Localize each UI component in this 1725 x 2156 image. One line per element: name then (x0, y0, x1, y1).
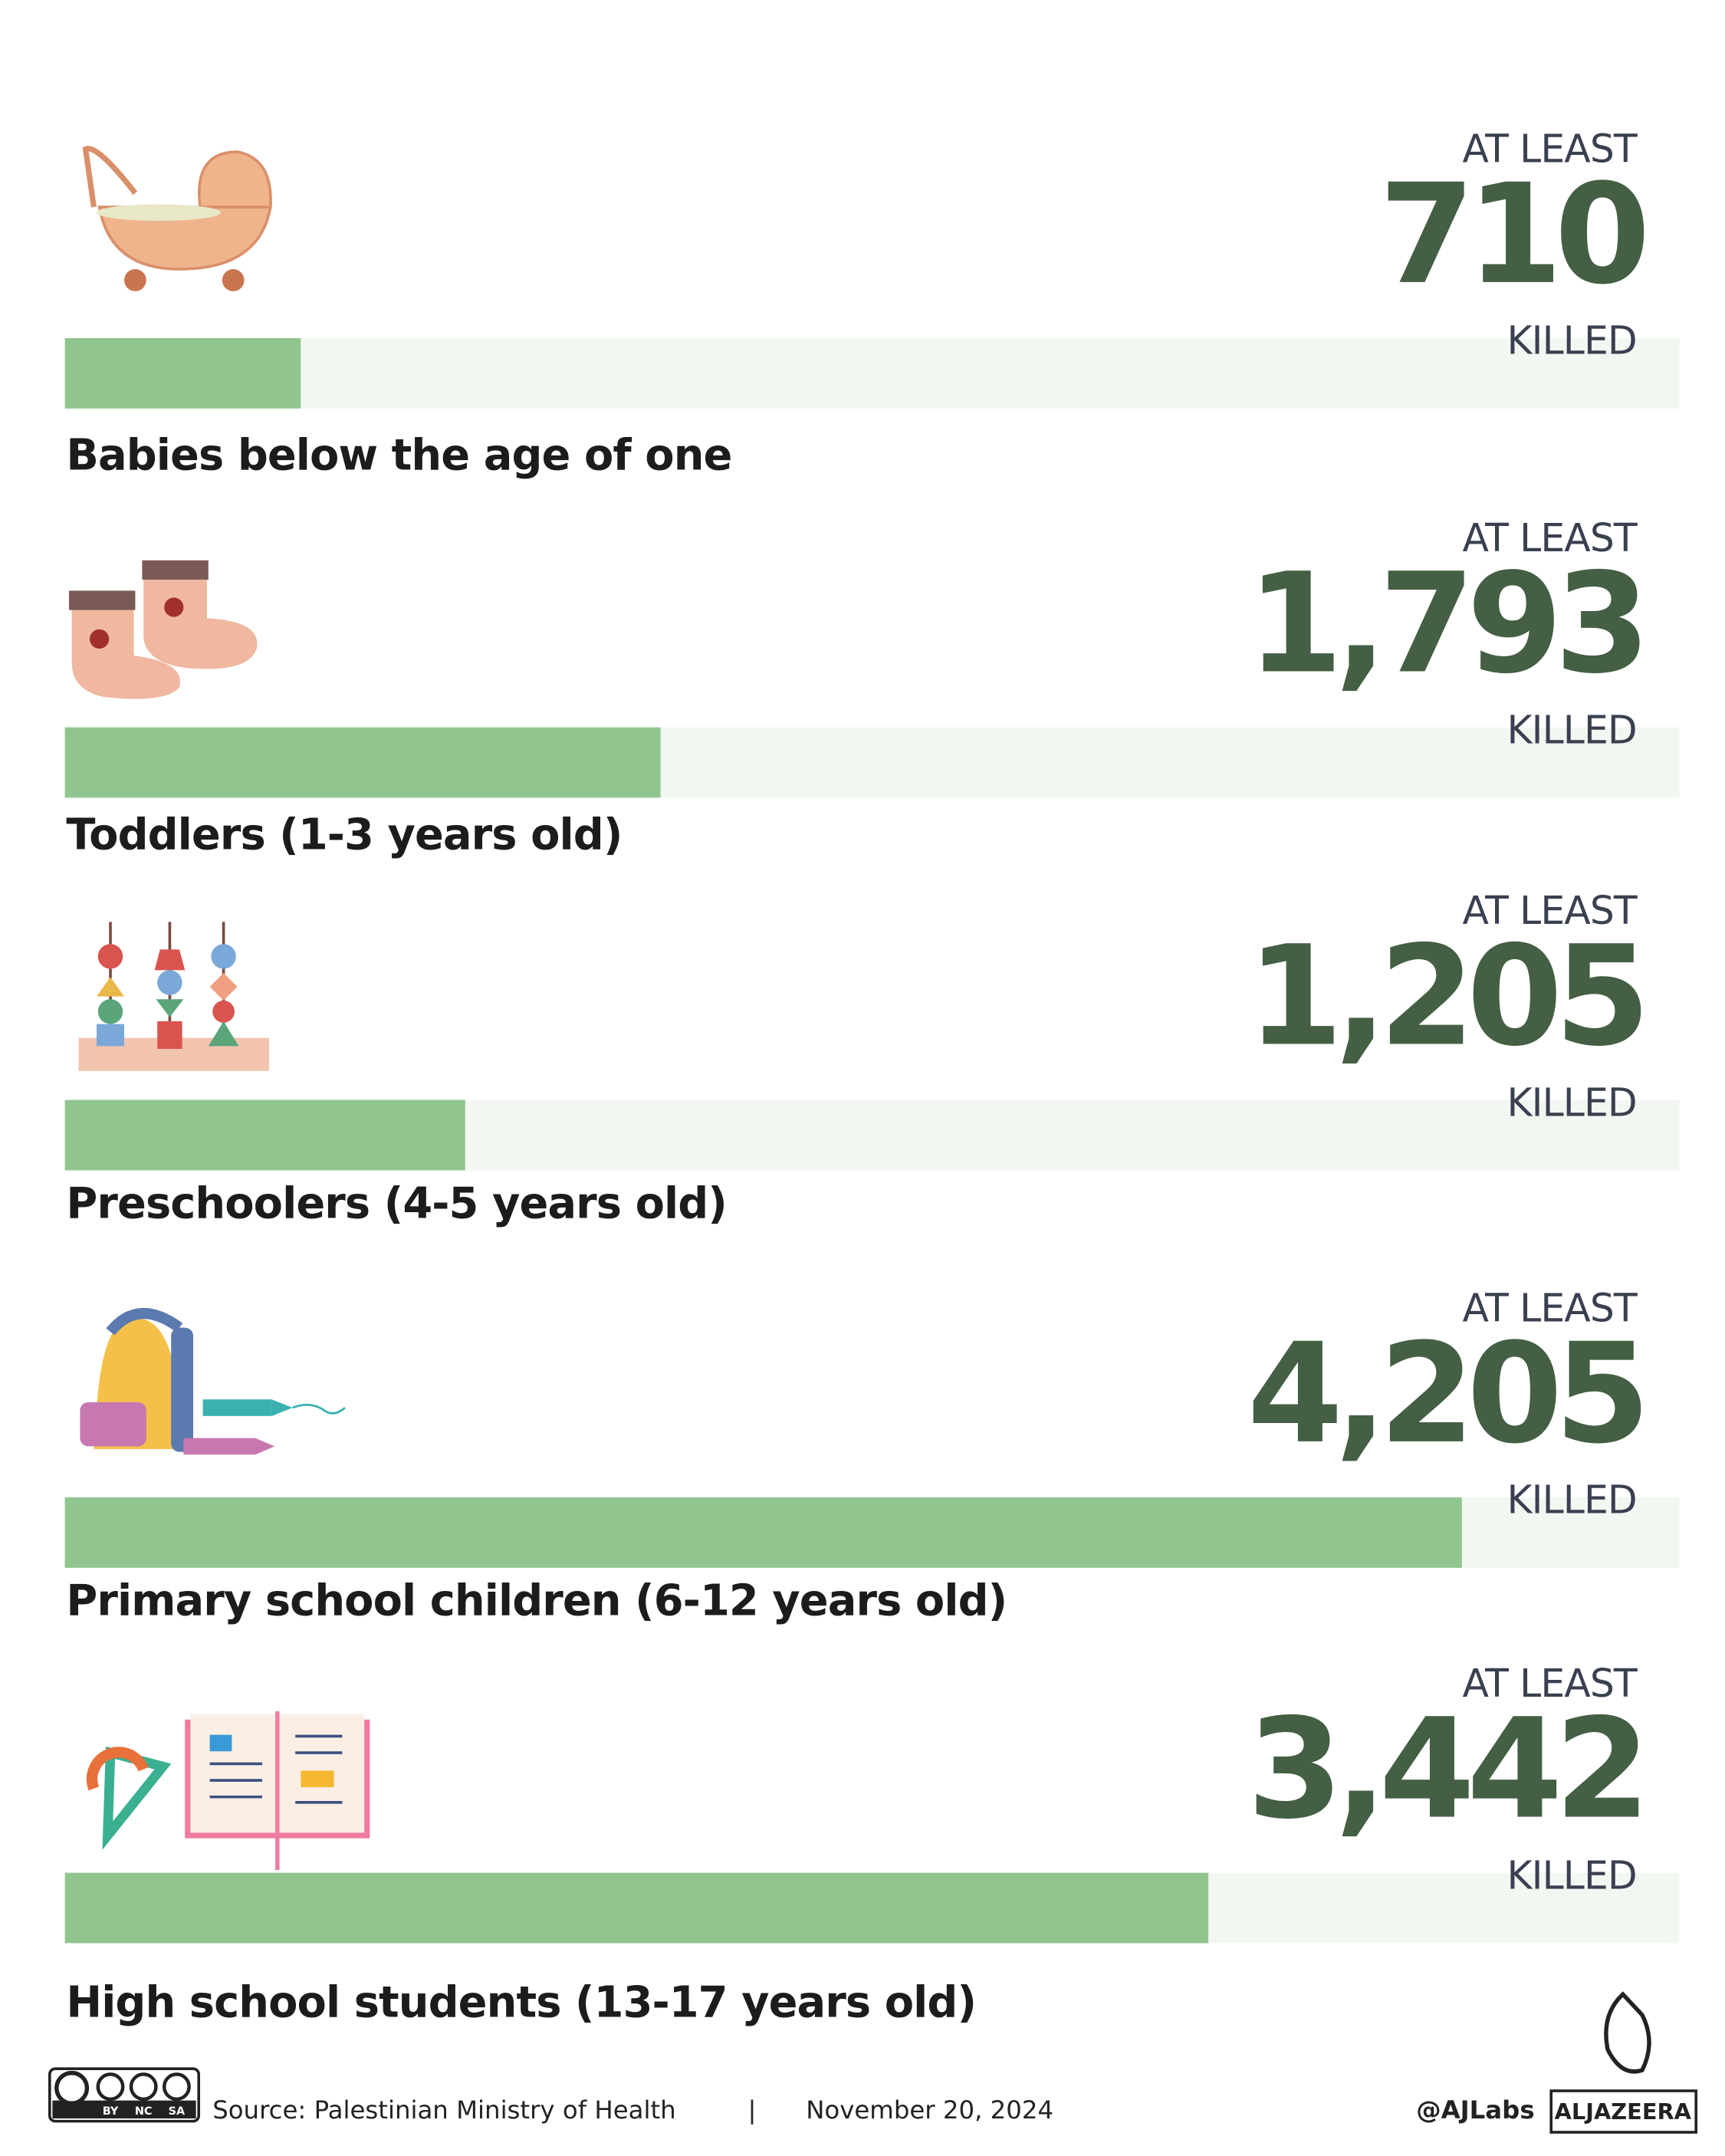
brand-box (1549, 2089, 1698, 2134)
prefix: AT LEAST (1462, 127, 1637, 172)
category-label: High school students (13-17 years old) (66, 1978, 976, 2028)
suffix: KILLED (1507, 1477, 1637, 1523)
category-label: Preschoolers (4-5 years old) (66, 1178, 727, 1228)
value-label: 710 (1379, 155, 1644, 315)
stroller-icon (82, 146, 272, 291)
value-label: 3,442 (1247, 1690, 1642, 1850)
value-label: 1,205 (1247, 917, 1642, 1077)
category-label: Primary school children (6-12 years old) (66, 1576, 1007, 1626)
license-by: BY (103, 2105, 119, 2118)
bar (64, 1099, 465, 1171)
suffix: KILLED (1507, 707, 1637, 752)
suffix: KILLED (1507, 318, 1637, 363)
backpack-icon (80, 1307, 346, 1455)
prefix: AT LEAST (1462, 515, 1637, 560)
license-nc: NC (135, 2105, 153, 2118)
value-label: 1,793 (1247, 544, 1642, 705)
book-icon (86, 1711, 370, 1871)
prefix: AT LEAST (1462, 1286, 1637, 1331)
cc-badge: BY NC SA (48, 2067, 200, 2123)
value-label: 4,205 (1247, 1314, 1642, 1474)
socks-icon (69, 560, 258, 699)
suffix: KILLED (1507, 1080, 1637, 1125)
brand-logo (1604, 1991, 1651, 2074)
bar-track (64, 338, 1680, 409)
license-sa: SA (169, 2105, 186, 2118)
category-label: Babies below the age of one (66, 431, 731, 481)
suffix: KILLED (1507, 1852, 1637, 1898)
handle: @AJLabs (1416, 2095, 1534, 2125)
toy-icon (78, 922, 269, 1071)
date: November 20, 2024 (806, 2095, 1053, 2125)
prefix: AT LEAST (1462, 888, 1637, 933)
separator: | (748, 2095, 757, 2125)
category-label: Toddlers (1-3 years old) (66, 810, 622, 860)
prefix: AT LEAST (1462, 1661, 1637, 1706)
bar (64, 727, 661, 798)
bar (64, 338, 301, 409)
brand: ALJAZEERA (1555, 2098, 1692, 2125)
bar (64, 1497, 1462, 1568)
bar (64, 1872, 1209, 1944)
source: Source: Palestinian Ministry of Health (212, 2095, 676, 2125)
